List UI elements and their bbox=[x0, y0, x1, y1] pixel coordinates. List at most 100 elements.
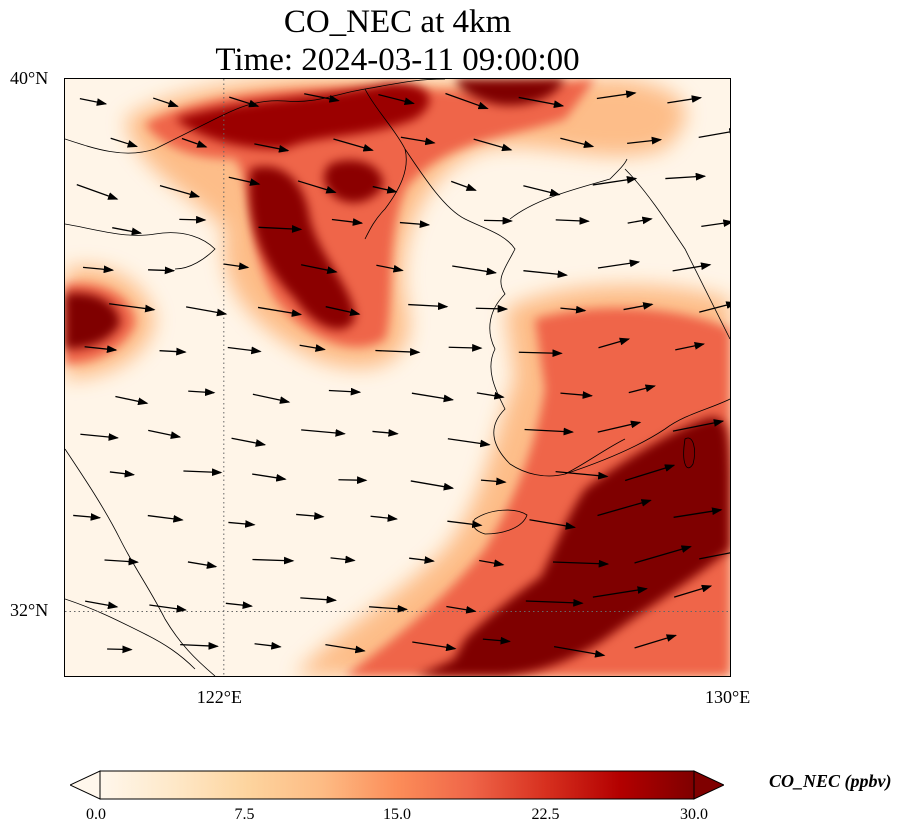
wind-vectors bbox=[73, 90, 730, 658]
wind-arrow bbox=[180, 642, 219, 650]
wind-arrow bbox=[330, 555, 356, 564]
wind-arrow bbox=[228, 520, 256, 528]
lat-tick-40: 40°N bbox=[10, 68, 49, 88]
wind-arrow bbox=[518, 96, 565, 108]
wind-arrow bbox=[370, 514, 398, 522]
map-panel bbox=[64, 78, 731, 677]
lat-tick-32: 32°N bbox=[10, 600, 49, 621]
wind-arrow bbox=[634, 545, 692, 564]
wind-arrow bbox=[333, 138, 374, 152]
wind-arrow bbox=[258, 225, 303, 233]
wind-arrow bbox=[628, 384, 656, 394]
wind-arrow bbox=[523, 185, 561, 197]
wind-arrow bbox=[228, 176, 261, 186]
wind-arrow bbox=[627, 216, 653, 225]
peak-korea-core bbox=[445, 469, 730, 676]
colorbar-tick: 0.0 bbox=[86, 806, 106, 823]
colorbar-extend-low bbox=[68, 770, 101, 800]
wind-arrow bbox=[372, 428, 399, 437]
wind-arrow bbox=[225, 601, 253, 610]
wind-arrow bbox=[223, 262, 250, 271]
wind-arrow bbox=[399, 220, 431, 229]
wind-arrow bbox=[115, 395, 149, 406]
wind-arrow bbox=[673, 507, 723, 518]
wind-arrow bbox=[187, 561, 218, 569]
wind-arrow bbox=[529, 519, 576, 530]
wind-arrow bbox=[328, 387, 362, 396]
wind-arrow bbox=[592, 586, 648, 598]
colorbar-extend-high bbox=[693, 770, 726, 800]
wind-arrow bbox=[186, 306, 228, 317]
wind-arrow bbox=[372, 185, 398, 194]
wind-arrow bbox=[301, 429, 346, 437]
wind-arrow bbox=[296, 512, 325, 520]
wind-arrow bbox=[447, 438, 491, 448]
wind-arrow bbox=[560, 137, 595, 149]
colorbar bbox=[68, 770, 726, 800]
wind-arrow bbox=[592, 176, 638, 186]
wind-arrow bbox=[254, 143, 290, 153]
wind-arrow bbox=[673, 584, 713, 598]
wind-arrow bbox=[331, 218, 364, 226]
colorbar-gradient bbox=[99, 770, 695, 800]
wind-arrow bbox=[231, 437, 267, 447]
wind-arrow bbox=[450, 180, 477, 191]
wind-arrow bbox=[524, 427, 574, 436]
coast-korea-west bbox=[404, 148, 626, 477]
wind-arrow bbox=[378, 93, 415, 106]
wind-arrow bbox=[79, 97, 108, 106]
coastlines bbox=[65, 79, 730, 676]
wind-arrow bbox=[400, 136, 436, 146]
wind-arrow bbox=[152, 97, 179, 108]
wind-arrow bbox=[596, 90, 637, 100]
coast-shandong bbox=[65, 223, 216, 270]
colorbar-tick: 22.5 bbox=[531, 806, 560, 823]
wind-arrow bbox=[634, 634, 677, 649]
wind-arrow bbox=[452, 265, 497, 276]
wind-arrow bbox=[112, 227, 143, 236]
peak-northeast bbox=[455, 79, 565, 106]
wind-arrow bbox=[300, 595, 337, 604]
wind-arrow bbox=[480, 477, 507, 486]
wind-arrow bbox=[148, 429, 182, 439]
wind-arrow bbox=[109, 303, 156, 313]
wind-arrow bbox=[560, 391, 593, 399]
wind-arrow bbox=[555, 470, 609, 480]
wind-arrow bbox=[446, 605, 477, 614]
wind-arrow bbox=[525, 598, 584, 607]
wind-arrow bbox=[623, 302, 654, 311]
wind-arrow bbox=[252, 473, 287, 482]
wind-arrow bbox=[338, 476, 368, 485]
wind-arrow bbox=[518, 349, 563, 358]
wind-arrow bbox=[479, 559, 505, 568]
lon-tick-122: 122°E bbox=[196, 687, 242, 707]
wind-arrow bbox=[179, 215, 207, 224]
coast-korea-south bbox=[564, 398, 730, 475]
wind-arrow bbox=[82, 265, 115, 274]
wind-arrow bbox=[85, 600, 119, 610]
wind-arrow bbox=[159, 184, 201, 198]
wind-arrow bbox=[148, 266, 176, 275]
colorbar-tick: 30.0 bbox=[680, 806, 708, 823]
wind-arrow bbox=[110, 137, 139, 148]
wind-arrow bbox=[159, 347, 187, 356]
wind-arrow bbox=[412, 641, 457, 652]
wind-arrow bbox=[109, 469, 136, 478]
peak-liaodong bbox=[249, 166, 355, 330]
wind-arrow bbox=[411, 392, 455, 403]
wind-arrow bbox=[484, 216, 513, 225]
wind-arrow bbox=[408, 302, 449, 311]
colorbar-tick: 7.5 bbox=[234, 806, 255, 823]
wind-arrow bbox=[254, 641, 282, 650]
wind-arrow bbox=[627, 136, 663, 145]
wind-arrow bbox=[149, 604, 187, 613]
wind-arrow bbox=[409, 556, 435, 564]
wind-arrow bbox=[104, 557, 139, 566]
colorbar-label: CO_NEC (ppbv) bbox=[769, 771, 892, 791]
coast-jiangsu bbox=[65, 448, 216, 676]
coast-yangtze bbox=[65, 598, 196, 670]
wind-arrow bbox=[301, 264, 338, 274]
wind-arrow bbox=[555, 216, 590, 225]
wind-arrow bbox=[188, 388, 216, 397]
coast-liaodong bbox=[364, 88, 407, 240]
